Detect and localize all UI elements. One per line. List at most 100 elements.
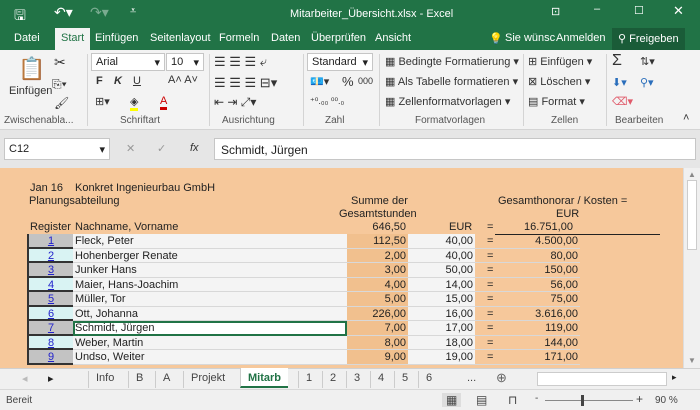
total-cell[interactable]: 171,00	[495, 350, 580, 365]
sheet-tab-a[interactable]: A	[155, 371, 177, 388]
total-cell[interactable]: 4.500,00	[495, 234, 580, 249]
name-cell[interactable]: Weber, Martin	[73, 335, 347, 350]
align-left-icon[interactable]: ☰ ☰ ☰ ⊟▾	[214, 75, 278, 90]
total-cell[interactable]: 56,00	[495, 278, 580, 292]
ribbon-display-icon[interactable]: ⊡	[551, 6, 561, 18]
equals-cell[interactable]: =	[475, 249, 495, 263]
equals-cell[interactable]: =	[475, 292, 495, 307]
total-cell[interactable]: 3.616,00	[495, 307, 580, 321]
total-cell[interactable]: 150,00	[495, 263, 580, 278]
cut-icon[interactable]: ✂	[54, 54, 66, 70]
register-link[interactable]: 7	[27, 321, 73, 336]
fill-icon[interactable]: ⬇▾	[612, 77, 627, 89]
tab-einfuegen[interactable]: Einfügen	[95, 32, 139, 44]
page-layout-icon[interactable]: ▤	[476, 393, 488, 407]
rate-cell[interactable]: 50,00	[408, 263, 475, 278]
zoom-slider-thumb[interactable]	[581, 395, 585, 406]
sort-filter-icon[interactable]: ⇅▾	[640, 56, 655, 68]
total-cell[interactable]: 119,00	[495, 321, 580, 336]
vertical-scrollbar[interactable]: ▲ ▼	[683, 168, 700, 368]
tab-ansicht[interactable]: Ansicht	[375, 32, 412, 44]
minimize-icon[interactable]: –	[594, 3, 601, 15]
name-cell[interactable]: Ott, Johanna	[73, 306, 347, 321]
sheet-tab-5[interactable]: 5	[394, 371, 415, 388]
collapse-ribbon-icon[interactable]: ˄	[683, 112, 690, 124]
align-top-icon[interactable]: ☰ ☰ ☰ ⤶	[214, 54, 268, 69]
hours-cell[interactable]: 8,00	[347, 335, 408, 350]
rate-cell[interactable]: 40,00	[408, 234, 475, 249]
horizontal-scrollbar[interactable]	[537, 372, 667, 386]
formula-input[interactable]: Schmidt, Jürgen	[214, 138, 696, 160]
prev-sheet-icon[interactable]: ◂	[22, 373, 28, 385]
borders-icon[interactable]: ⊞▾	[95, 96, 110, 108]
hours-cell[interactable]: 2,00	[347, 248, 408, 263]
tab-start[interactable]: Start	[55, 28, 91, 50]
name-cell[interactable]: Maier, Hans-Joachim	[73, 277, 347, 292]
tab-datei[interactable]: Datei	[14, 32, 40, 44]
signin-link[interactable]: Anmelden	[556, 32, 606, 44]
share-button[interactable]: ⚲ Freigeben	[612, 28, 685, 50]
zoom-in-icon[interactable]: +	[636, 392, 644, 406]
equals-cell[interactable]: =	[475, 278, 495, 292]
indent-icon[interactable]: ⇤ ⇥ ⤢▾	[214, 95, 257, 109]
sheet-tab-b[interactable]: B	[128, 371, 150, 388]
zoom-out-icon[interactable]: -	[535, 393, 539, 404]
sheet-tab-projekt[interactable]: Projekt	[183, 371, 232, 388]
equals-cell[interactable]: =	[475, 321, 495, 336]
maximize-icon[interactable]: ☐	[634, 5, 644, 17]
worksheet[interactable]: Jan 16 Konkret Ingenieurbau GmbH Planung…	[0, 168, 683, 368]
grow-font-icon[interactable]: A˄ A˅	[168, 74, 198, 86]
name-cell[interactable]: Undso, Weiter	[73, 350, 347, 365]
enter-icon[interactable]: ✓	[157, 143, 167, 155]
equals-cell[interactable]: =	[475, 336, 495, 350]
register-link[interactable]: 6	[27, 306, 73, 321]
tab-seitenlayout[interactable]: Seitenlayout	[150, 32, 211, 44]
paste-button[interactable]: Einfügen	[9, 85, 53, 97]
autosum-button[interactable]: Σ	[612, 52, 622, 69]
scroll-right-icon[interactable]: ▸	[672, 372, 677, 382]
sheet-tab-2[interactable]: 2	[322, 371, 343, 388]
hours-cell[interactable]: 3,00	[347, 263, 408, 278]
rate-cell[interactable]: 40,00	[408, 248, 475, 263]
register-link[interactable]: 5	[27, 292, 73, 307]
scroll-thumb[interactable]	[687, 180, 697, 250]
next-sheet-icon[interactable]: ▸	[48, 373, 54, 385]
rate-cell[interactable]: 15,00	[408, 292, 475, 307]
format-cells-button[interactable]: ▤ Format ▾	[528, 96, 585, 108]
equals-cell[interactable]: =	[475, 263, 495, 278]
tab-ueberpruefen[interactable]: Überprüfen	[311, 32, 367, 44]
name-cell[interactable]: Junker Hans	[73, 263, 347, 278]
total-cell[interactable]: 144,00	[495, 336, 580, 350]
format-painter-icon[interactable]: 🖌	[54, 96, 70, 110]
insert-cells-button[interactable]: ⊞ Einfügen ▾	[528, 56, 593, 68]
register-link[interactable]: 8	[27, 335, 73, 350]
equals-cell[interactable]: =	[475, 350, 495, 365]
sheet-tab-6[interactable]: 6	[418, 371, 439, 388]
total-cell[interactable]: 80,00	[495, 249, 580, 263]
sheet-tab-3[interactable]: 3	[346, 371, 367, 388]
cond-format-button[interactable]: ▦ Bedingte Formatierung ▾	[385, 56, 519, 68]
hours-cell[interactable]: 112,50	[347, 234, 408, 249]
normal-view-icon[interactable]: ▦	[442, 393, 462, 407]
rate-cell[interactable]: 19,00	[408, 350, 475, 365]
percent-button[interactable]: %	[342, 74, 354, 89]
decimal-icon[interactable]: ⁺⁰.₀₀ ⁰⁰.₀	[310, 96, 345, 106]
sheet-tab-1[interactable]: 1	[298, 371, 319, 388]
font-name-select[interactable]: Arial ▾	[91, 53, 165, 71]
customize-qat-icon[interactable]: ⩡	[130, 5, 137, 17]
format-as-table-button[interactable]: ▦ Als Tabelle formatieren ▾	[385, 76, 519, 88]
cancel-icon[interactable]: ✕	[126, 143, 136, 155]
rate-cell[interactable]: 16,00	[408, 306, 475, 321]
register-link[interactable]: 4	[27, 277, 73, 292]
name-box[interactable]: C12 ▾	[4, 138, 110, 160]
register-link[interactable]: 1	[27, 234, 73, 249]
name-cell[interactable]: Fleck, Peter	[73, 234, 347, 249]
hours-cell[interactable]: 5,00	[347, 292, 408, 307]
rate-cell[interactable]: 17,00	[408, 321, 475, 336]
italic-button[interactable]: K	[114, 75, 122, 87]
close-icon[interactable]: ✕	[673, 3, 684, 18]
font-color-icon[interactable]: A	[160, 95, 168, 110]
undo-icon[interactable]: ↶▾	[54, 4, 73, 20]
page-break-icon[interactable]: ⊓	[508, 393, 518, 407]
new-sheet-icon[interactable]: ⊕	[496, 370, 507, 385]
